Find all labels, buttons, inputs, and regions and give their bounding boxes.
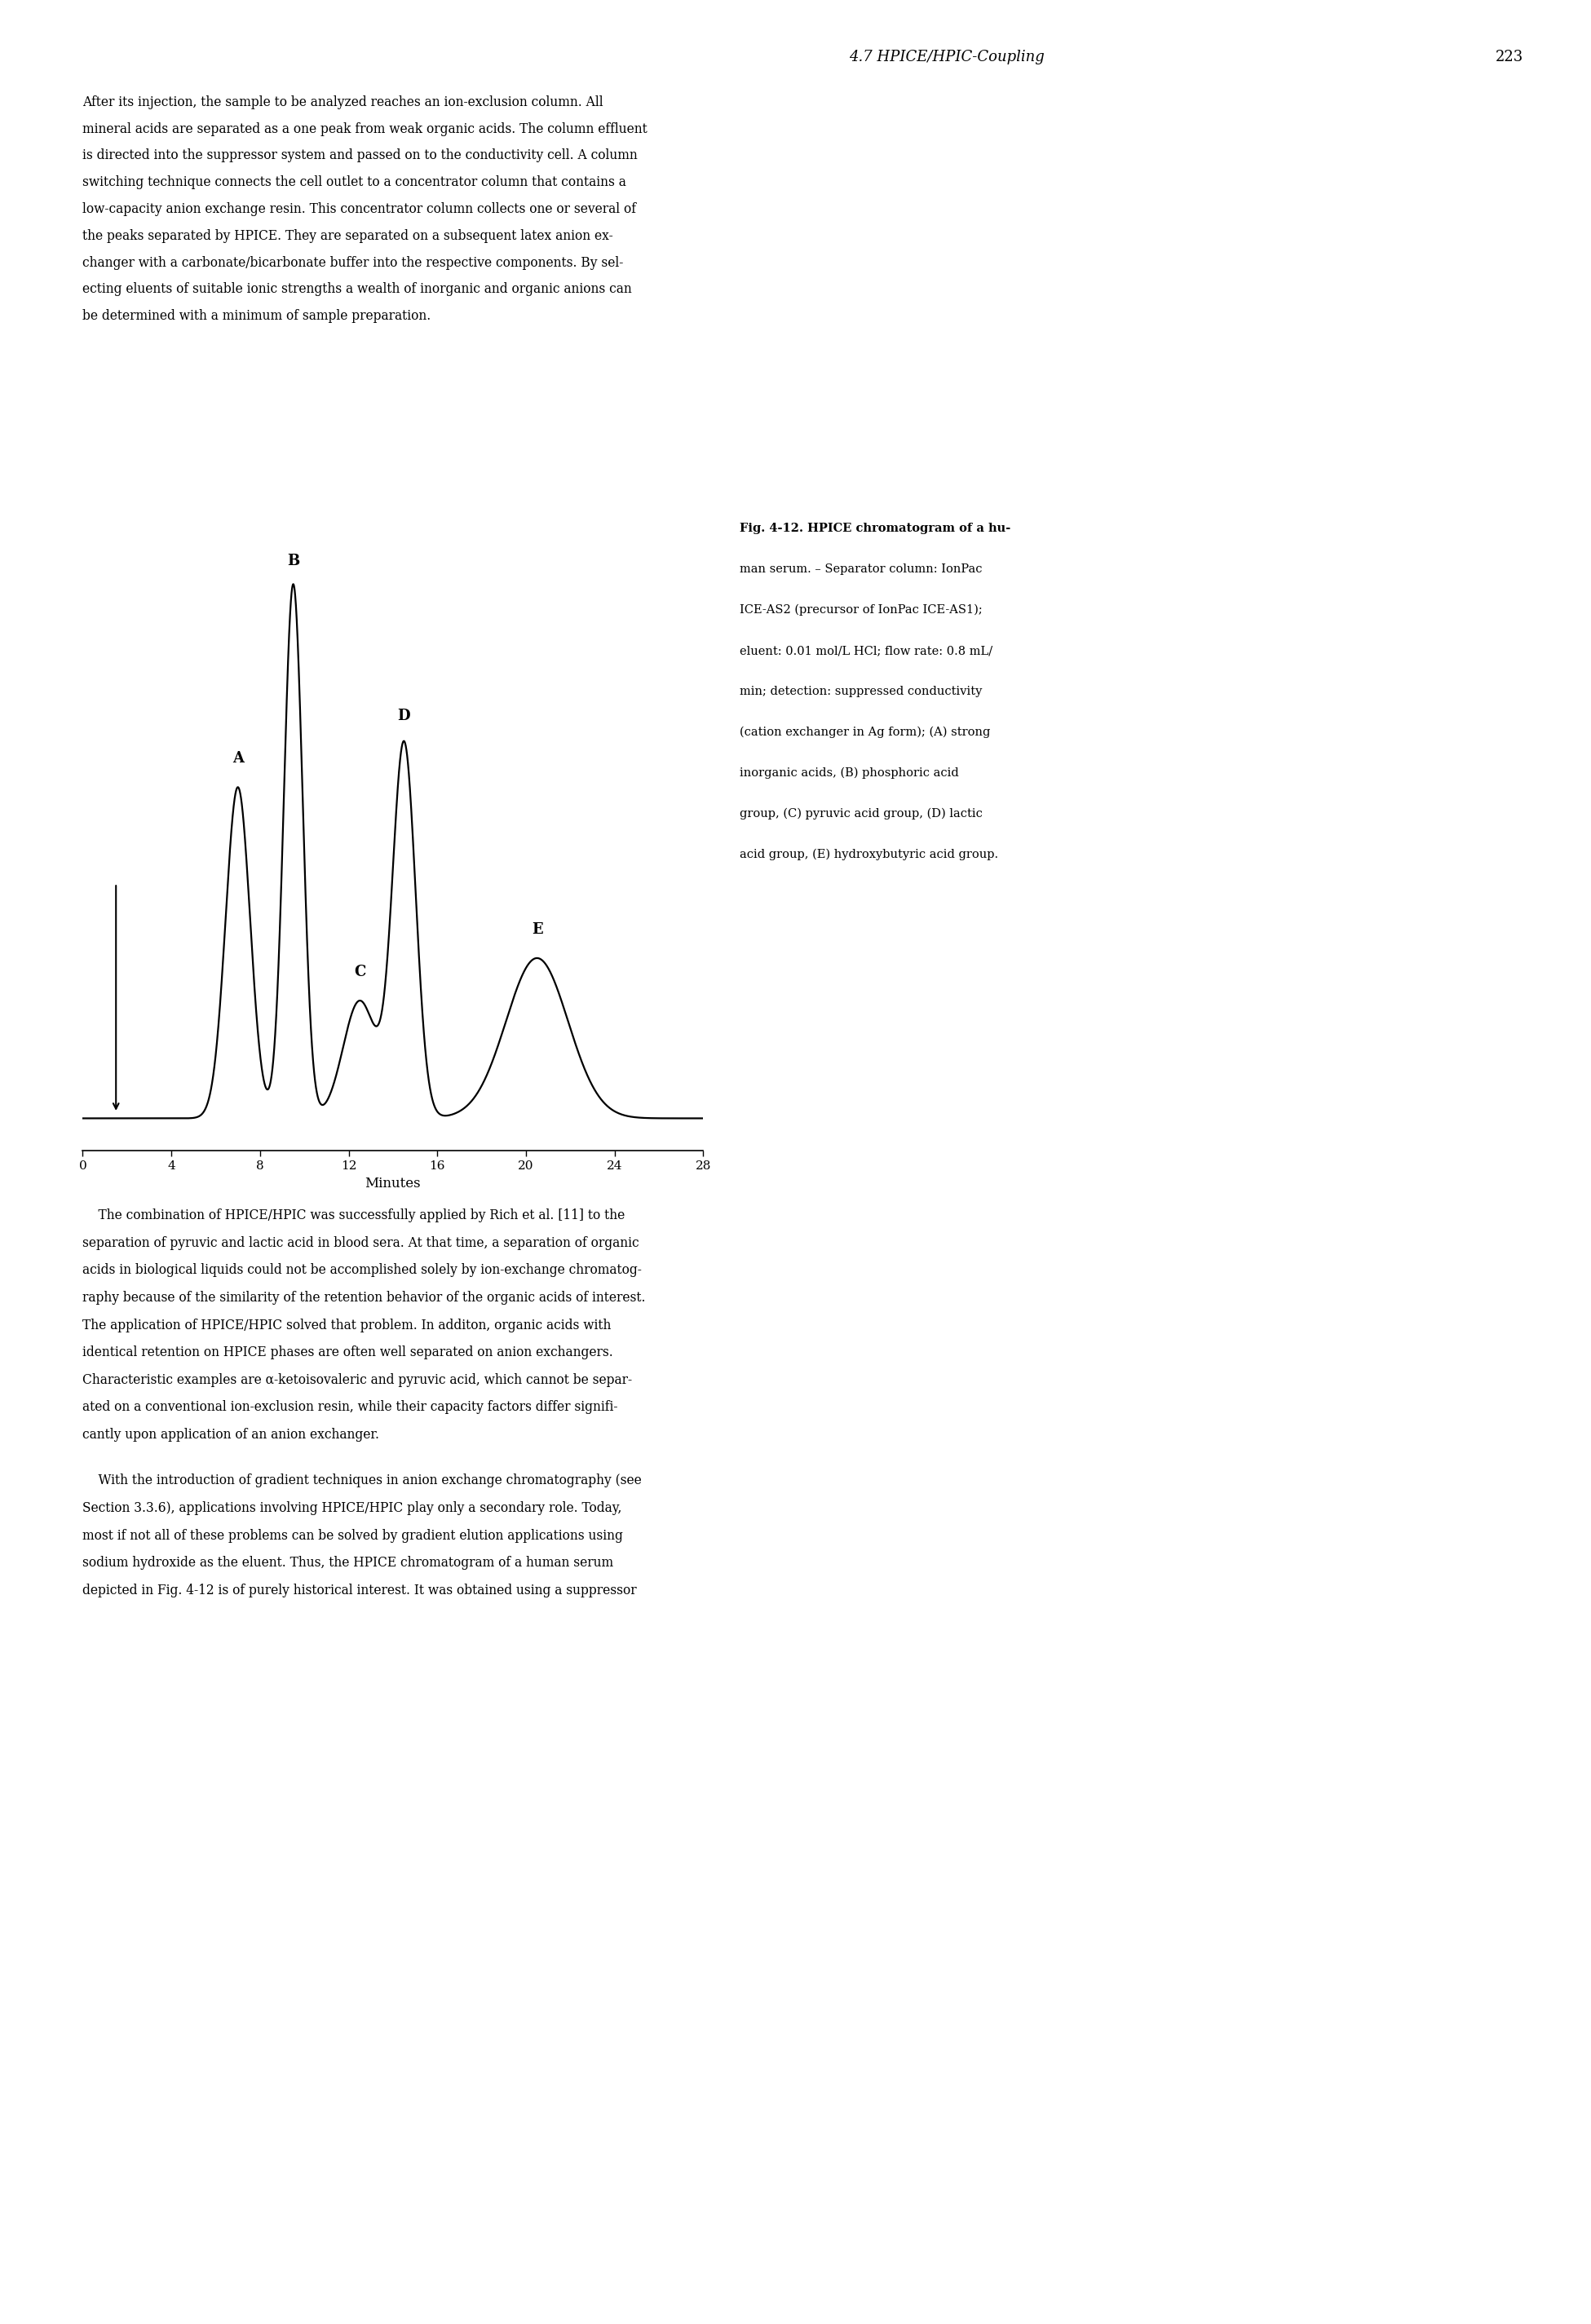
Text: B: B bbox=[286, 553, 299, 567]
Text: low-capacity anion exchange resin. This concentrator column collects one or seve: low-capacity anion exchange resin. This … bbox=[83, 202, 636, 216]
Text: the peaks separated by HPICE. They are separated on a subsequent latex anion ex-: the peaks separated by HPICE. They are s… bbox=[83, 230, 614, 242]
Text: mineral acids are separated as a one peak from weak organic acids. The column ef: mineral acids are separated as a one pea… bbox=[83, 123, 648, 135]
Text: 4.7 HPICE/HPIC-Coupling: 4.7 HPICE/HPIC-Coupling bbox=[850, 51, 1044, 65]
Text: is directed into the suppressor system and passed on to the conductivity cell. A: is directed into the suppressor system a… bbox=[83, 149, 638, 163]
Text: cantly upon application of an anion exchanger.: cantly upon application of an anion exch… bbox=[83, 1427, 380, 1441]
Text: min; detection: suppressed conductivity: min; detection: suppressed conductivity bbox=[740, 686, 982, 697]
Text: be determined with a minimum of sample preparation.: be determined with a minimum of sample p… bbox=[83, 309, 431, 323]
Text: ecting eluents of suitable ionic strengths a wealth of inorganic and organic ani: ecting eluents of suitable ionic strengt… bbox=[83, 284, 632, 295]
Text: switching technique connects the cell outlet to a concentrator column that conta: switching technique connects the cell ou… bbox=[83, 177, 627, 188]
Text: (cation exchanger in Ag form); (A) strong: (cation exchanger in Ag form); (A) stron… bbox=[740, 725, 991, 739]
Text: A: A bbox=[232, 751, 243, 767]
Text: group, (C) pyruvic acid group, (D) lactic: group, (C) pyruvic acid group, (D) lacti… bbox=[740, 809, 983, 820]
Text: C: C bbox=[353, 964, 366, 978]
Text: D: D bbox=[398, 709, 410, 723]
Text: separation of pyruvic and lactic acid in blood sera. At that time, a separation : separation of pyruvic and lactic acid in… bbox=[83, 1236, 640, 1250]
Text: most if not all of these problems can be solved by gradient elution applications: most if not all of these problems can be… bbox=[83, 1529, 624, 1543]
Text: acid group, (E) hydroxybutyric acid group.: acid group, (E) hydroxybutyric acid grou… bbox=[740, 848, 999, 860]
Text: changer with a carbonate/bicarbonate buffer into the respective components. By s: changer with a carbonate/bicarbonate buf… bbox=[83, 256, 624, 270]
Text: inorganic acids, (B) phosphoric acid: inorganic acids, (B) phosphoric acid bbox=[740, 767, 959, 779]
Text: With the introduction of gradient techniques in anion exchange chromatography (s: With the introduction of gradient techni… bbox=[83, 1473, 641, 1487]
Text: 223: 223 bbox=[1496, 51, 1524, 65]
Text: The combination of HPICE/HPIC was successfully applied by Rich et al. [11] to th: The combination of HPICE/HPIC was succes… bbox=[83, 1208, 625, 1222]
Text: eluent: 0.01 mol/L HCl; flow rate: 0.8 mL/: eluent: 0.01 mol/L HCl; flow rate: 0.8 m… bbox=[740, 646, 993, 655]
Text: sodium hydroxide as the eluent. Thus, the HPICE chromatogram of a human serum: sodium hydroxide as the eluent. Thus, th… bbox=[83, 1557, 614, 1571]
X-axis label: Minutes: Minutes bbox=[364, 1176, 422, 1190]
Text: identical retention on HPICE phases are often well separated on anion exchangers: identical retention on HPICE phases are … bbox=[83, 1346, 614, 1360]
Text: Characteristic examples are α-ketoisovaleric and pyruvic acid, which cannot be s: Characteristic examples are α-ketoisoval… bbox=[83, 1373, 633, 1387]
Text: ated on a conventional ion-exclusion resin, while their capacity factors differ : ated on a conventional ion-exclusion res… bbox=[83, 1401, 617, 1415]
Text: raphy because of the similarity of the retention behavior of the organic acids o: raphy because of the similarity of the r… bbox=[83, 1290, 646, 1304]
Text: acids in biological liquids could not be accomplished solely by ion-exchange chr: acids in biological liquids could not be… bbox=[83, 1264, 643, 1278]
Text: depicted in Fig. 4-12 is of purely historical interest. It was obtained using a : depicted in Fig. 4-12 is of purely histo… bbox=[83, 1583, 636, 1597]
Text: The application of HPICE/HPIC solved that problem. In additon, organic acids wit: The application of HPICE/HPIC solved tha… bbox=[83, 1318, 611, 1332]
Text: Fig. 4-12. HPICE chromatogram of a hu-: Fig. 4-12. HPICE chromatogram of a hu- bbox=[740, 523, 1010, 535]
Text: Section 3.3.6), applications involving HPICE/HPIC play only a secondary role. To: Section 3.3.6), applications involving H… bbox=[83, 1501, 622, 1515]
Text: man serum. – Separator column: IonPac: man serum. – Separator column: IonPac bbox=[740, 565, 982, 574]
Text: E: E bbox=[531, 923, 543, 937]
Text: After its injection, the sample to be analyzed reaches an ion-exclusion column. : After its injection, the sample to be an… bbox=[83, 95, 603, 109]
Text: ICE-AS2 (precursor of IonPac ICE-AS1);: ICE-AS2 (precursor of IonPac ICE-AS1); bbox=[740, 604, 983, 616]
